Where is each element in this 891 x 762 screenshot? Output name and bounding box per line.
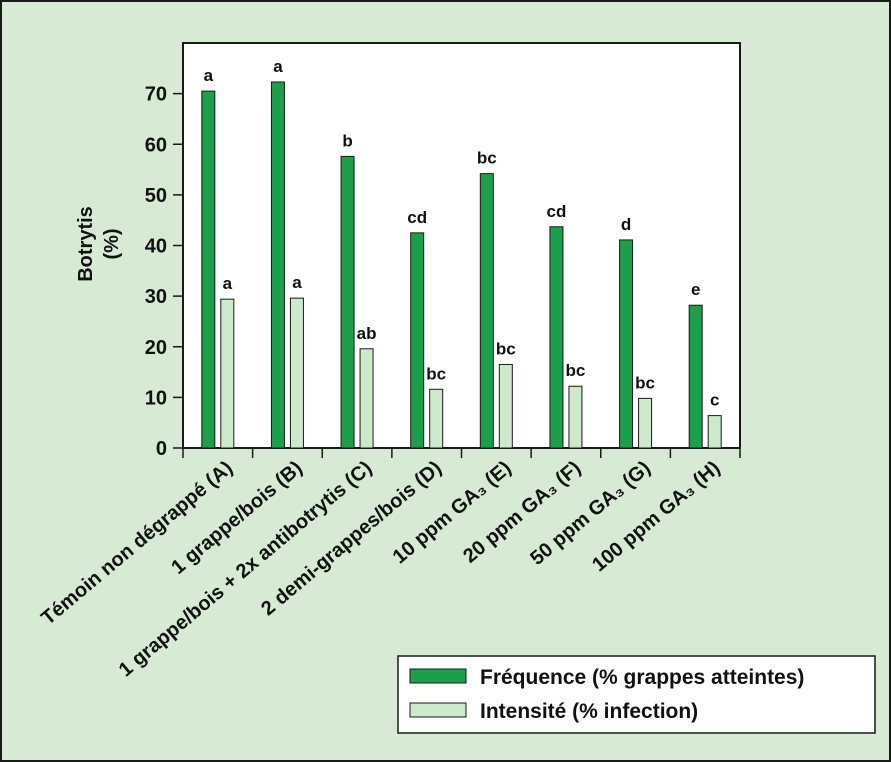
bar-frequence [201, 90, 216, 449]
bar-frequence [340, 155, 355, 449]
legend-swatch-frequence [409, 668, 467, 684]
significance-label: bc [566, 361, 586, 380]
significance-label: b [342, 131, 352, 150]
legend-label-frequence: Fréquence (% grappes atteintes) [480, 666, 804, 689]
y-tick-label: 60 [145, 134, 167, 156]
x-tick-label: 10 ppm GA₃ (E) [389, 457, 516, 568]
y-tick-label: 20 [145, 337, 167, 359]
significance-label: a [292, 273, 302, 292]
bar-frequence [270, 81, 285, 449]
significance-label: cd [547, 202, 567, 221]
x-axis: Témoin non dégrappé (A)1 grappe/bois (B)… [37, 448, 741, 681]
plot-area [182, 42, 741, 449]
bar-frequence [410, 232, 425, 449]
x-tick-label: 20 ppm GA₃ (F) [459, 457, 585, 568]
x-tick-label: 50 ppm GA₃ (G) [526, 457, 654, 570]
bar-frequence [688, 304, 703, 449]
bar-intensite [220, 298, 235, 449]
y-axis-label-line-2: (%) [101, 228, 123, 259]
significance-label: a [273, 57, 283, 76]
bar-intensite [289, 297, 304, 449]
significance-label: bc [635, 373, 655, 392]
significance-label: a [204, 66, 214, 85]
significance-label: ab [357, 324, 377, 343]
y-tick-label: 40 [145, 236, 167, 258]
significance-label: bc [477, 149, 497, 168]
bar-frequence [479, 173, 494, 449]
x-tick-label: 100 ppm GA₃ (H) [588, 457, 724, 576]
significance-label: bc [496, 339, 516, 358]
bar-intensite [707, 415, 722, 449]
bar-intensite [638, 397, 653, 449]
significance-label: d [621, 215, 631, 234]
legend-label-intensite: Intensité (% infection) [480, 700, 698, 723]
x-tick-label: 1 grappe/bois + 2x antibotrytis (C) [115, 457, 376, 681]
significance-label: bc [426, 364, 446, 383]
significance-label: cd [407, 208, 427, 227]
y-axis-label-line-1: Botrytis [75, 206, 97, 282]
bar-intensite [359, 348, 374, 449]
legend: Fréquence (% grappes atteintes) Intensit… [397, 655, 876, 734]
bar-frequence [619, 239, 634, 449]
bar-intensite [498, 363, 513, 449]
y-tick-label: 70 [145, 84, 167, 106]
legend-box [397, 655, 876, 734]
significance-label: e [691, 280, 700, 299]
legend-swatch-intensite [409, 702, 467, 718]
bar-intensite [429, 388, 444, 449]
bars [201, 81, 722, 449]
x-tick-label: 1 grappe/bois (B) [167, 457, 306, 579]
bar-intensite [568, 385, 583, 449]
significance-label: c [710, 391, 719, 410]
significance-label: a [223, 274, 233, 293]
y-tick-label: 10 [145, 387, 167, 409]
bar-frequence [549, 226, 564, 449]
y-tick-label: 0 [156, 438, 167, 460]
y-axis: 0 10 20 30 40 50 60 70 [145, 84, 183, 460]
y-tick-label: 30 [145, 286, 167, 308]
y-tick-label: 50 [145, 185, 167, 207]
